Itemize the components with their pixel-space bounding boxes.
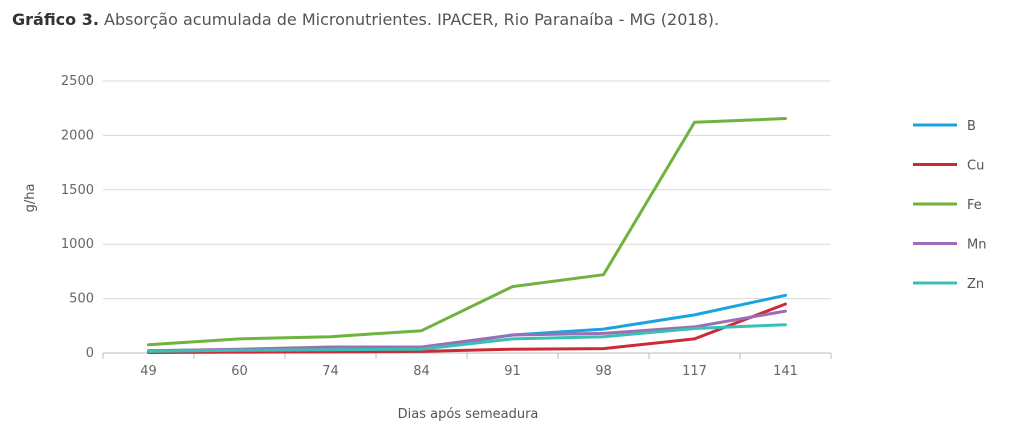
series-lines: [147, 117, 787, 354]
legend-label-mn: Mn: [967, 238, 986, 253]
y-tick-label: 2500: [61, 74, 94, 89]
x-axis-label: Dias após semeadura: [398, 407, 539, 422]
legend-label-fe: Fe: [967, 198, 982, 213]
y-tick-label: 0: [86, 346, 94, 361]
series-line-fe: [147, 117, 787, 347]
y-tick-label: 1500: [61, 183, 94, 198]
legend-label-zn: Zn: [967, 277, 984, 292]
x-tick-label: 84: [413, 364, 430, 379]
y-tick-label: 1000: [61, 237, 94, 252]
chart-title-text: Absorção acumulada de Micronutrientes. I…: [104, 10, 720, 29]
y-axis-ticks: 0 500 1000 1500 2000 2500: [61, 74, 94, 361]
chart-title: Gráfico 3. Absorção acumulada de Micronu…: [12, 10, 719, 29]
x-tick-label: 60: [231, 364, 248, 379]
y-tick-label: 2000: [61, 128, 94, 143]
x-tick-label: 91: [504, 364, 521, 379]
y-axis-label: g/ha: [23, 184, 38, 213]
x-tick-label: 98: [595, 364, 612, 379]
x-tick-label: 74: [322, 364, 339, 379]
chart-title-label: Gráfico 3.: [12, 10, 99, 29]
series-line-cu: [147, 302, 787, 354]
x-axis-ticks: 49 60 74 84 91 98 117 141: [102, 353, 832, 379]
legend: B Cu Fe Mn Zn: [913, 119, 986, 292]
series-line-zn: [147, 323, 787, 353]
x-tick-label: 49: [140, 364, 157, 379]
x-tick-label: 117: [682, 364, 707, 379]
y-tick-label: 500: [69, 292, 94, 307]
x-tick-label: 141: [773, 364, 798, 379]
legend-label-b: B: [967, 119, 976, 134]
legend-label-cu: Cu: [967, 159, 984, 174]
